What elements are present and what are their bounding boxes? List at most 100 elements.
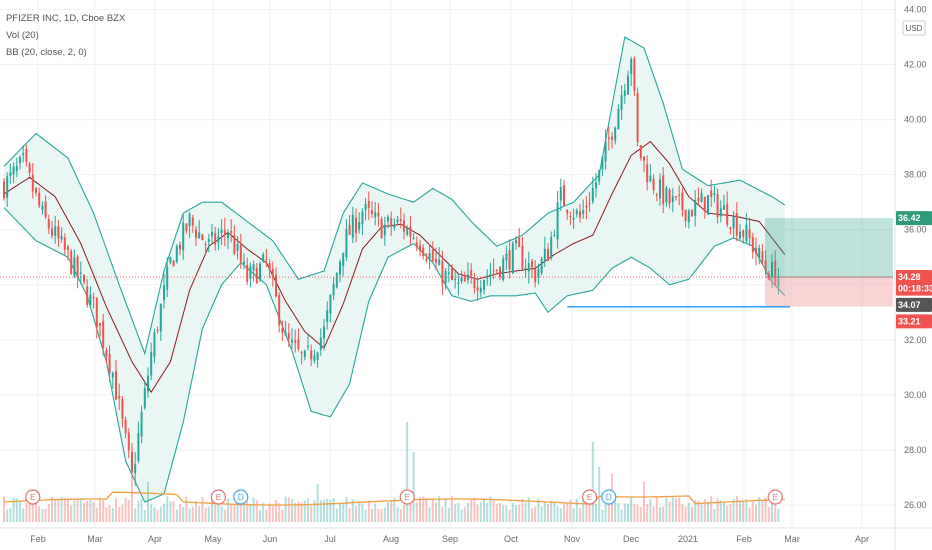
volume-bar: [63, 498, 66, 522]
candle-body: [102, 320, 105, 348]
candle-body: [15, 166, 18, 172]
candle-body: [294, 340, 297, 343]
candle-body: [473, 278, 476, 289]
candle-body: [620, 95, 623, 110]
loss-zone[interactable]: [765, 277, 893, 307]
volume-ma-line: [3, 491, 785, 506]
volume-bar: [697, 501, 700, 522]
candle-body: [297, 338, 300, 349]
dividend-marker[interactable]: [233, 489, 249, 505]
candle-body: [185, 223, 188, 231]
candle-body: [508, 250, 511, 270]
volume-bar: [134, 508, 137, 522]
volume-bar: [598, 467, 601, 522]
candle-body: [729, 227, 732, 230]
candle-body: [531, 261, 533, 268]
legend-bollinger[interactable]: BB (20, close, 2, 0): [6, 47, 87, 58]
candle-body: [537, 269, 540, 278]
candle-body: [188, 213, 191, 227]
candle-body: [9, 172, 12, 176]
candle-body: [681, 192, 684, 211]
candle-body: [435, 258, 437, 263]
candle-body: [489, 273, 492, 275]
earnings-marker[interactable]: [210, 489, 226, 505]
candle-body: [252, 264, 255, 271]
candle-body: [556, 202, 559, 240]
volume-bar: [163, 503, 165, 522]
volume-bar: [431, 499, 434, 522]
volume-bar: [351, 499, 354, 522]
candle-body: [73, 257, 76, 277]
candle-body: [99, 323, 101, 326]
volume-bar: [582, 497, 585, 522]
candle-body: [387, 216, 389, 222]
candle-body: [236, 244, 239, 251]
candle-body: [281, 328, 284, 334]
earnings-marker[interactable]: [767, 489, 783, 505]
volume-bar: [639, 507, 642, 522]
earnings-marker[interactable]: [25, 489, 41, 505]
volume-bar: [191, 506, 194, 522]
price-tick-label: 30.00: [904, 390, 927, 400]
candle-body: [723, 205, 725, 210]
event-marker-label: E: [216, 493, 221, 502]
volume-bar: [19, 501, 21, 522]
candle-body: [182, 222, 185, 251]
volume-bar: [307, 498, 309, 522]
legend-symbol[interactable]: PFIZER INC, 1D, Cboe BZX: [6, 13, 126, 24]
candle-body: [412, 237, 415, 239]
candle-body: [249, 266, 252, 279]
volume-bar: [534, 506, 537, 522]
volume-bar: [367, 500, 370, 522]
candle-body: [422, 247, 425, 256]
volume-bar: [665, 497, 668, 522]
candle-body: [707, 195, 709, 215]
candle-body: [710, 190, 713, 197]
earnings-marker[interactable]: [581, 489, 598, 505]
candles: [3, 56, 780, 486]
target-price-tag-label: 36.42: [898, 213, 921, 223]
candle-body: [399, 219, 402, 222]
candle-body: [604, 141, 607, 162]
candle-body: [329, 294, 332, 314]
candle-body: [348, 224, 351, 235]
candle-body: [611, 136, 613, 140]
volume-bar: [444, 498, 447, 522]
position-drawing[interactable]: [0, 218, 893, 308]
volume-bar: [95, 507, 98, 522]
earnings-marker[interactable]: [399, 489, 415, 505]
candle-body: [655, 194, 658, 196]
currency-badge[interactable]: USD: [902, 20, 926, 36]
volume-bar: [531, 508, 533, 522]
candle-body: [175, 246, 178, 262]
legend-volume[interactable]: Vol (20): [6, 30, 39, 41]
volume-bar: [355, 505, 357, 522]
candle-body: [19, 156, 21, 164]
profit-zone[interactable]: [765, 218, 893, 278]
legend[interactable]: PFIZER INC, 1D, Cboe BZX Vol (20) BB (20…: [6, 13, 126, 58]
candle-body: [51, 228, 53, 236]
volume-bar: [150, 504, 153, 522]
volume-bar: [454, 504, 457, 522]
volume-bar: [172, 501, 175, 522]
volume-bar: [527, 497, 530, 522]
candle-body: [540, 258, 543, 273]
time-axis[interactable]: Feb Mar Apr May Jun Jul Aug Sep Oct Nov Dec 2021 Feb…: [30, 534, 869, 544]
volume-bar: [195, 501, 197, 522]
candle-body: [342, 252, 345, 267]
candle-body: [12, 166, 15, 175]
candle-body: [156, 330, 159, 332]
price-tick-label: 32.00: [904, 335, 927, 345]
candle-body: [553, 234, 556, 236]
volume-bar: [623, 503, 626, 522]
volume-bar: [547, 504, 549, 522]
price-tick-label: 40.00: [904, 115, 927, 125]
dividend-marker[interactable]: [601, 489, 617, 505]
volume-bar: [524, 502, 527, 522]
candle-body: [76, 256, 79, 277]
candle-body: [38, 192, 41, 206]
time-tick-label: Dec: [623, 534, 640, 544]
volume-bar: [745, 498, 748, 522]
